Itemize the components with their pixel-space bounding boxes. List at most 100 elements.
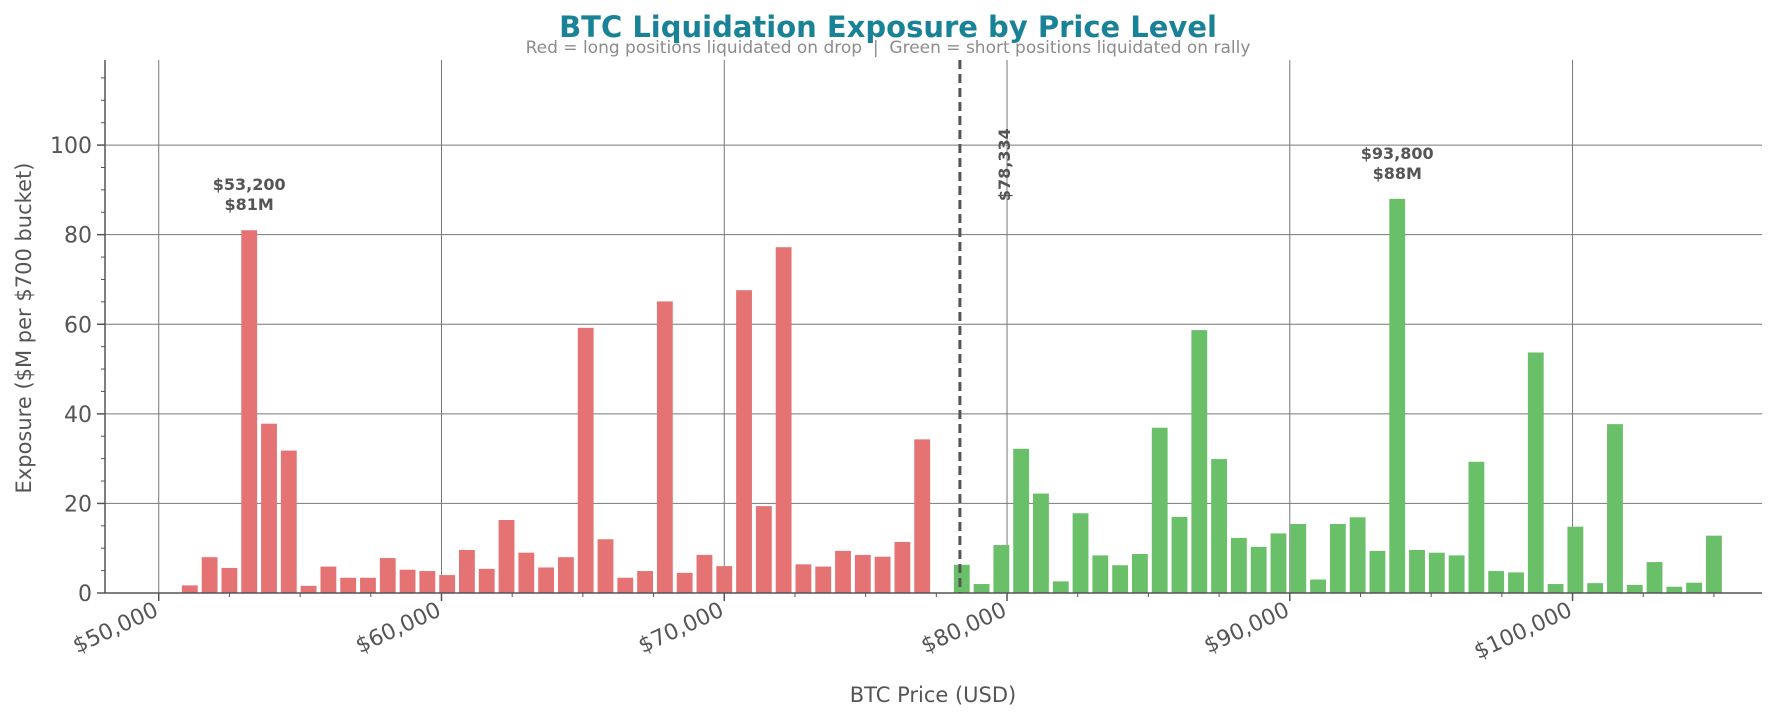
x-tick-label: $100,000 [1470,598,1576,665]
short-bar [1270,533,1287,593]
y-tick-label: 60 [64,313,92,338]
short-bar [953,564,970,593]
short-bar [1349,517,1366,593]
y-tick-label: 100 [50,134,92,159]
long-bar [736,290,752,593]
long-bar [577,327,594,593]
short-bar [1706,535,1722,593]
long-bar [894,541,911,593]
long-bar [201,557,218,593]
short-bar [1527,352,1544,593]
long-bar [637,571,653,593]
long-bar [439,575,456,593]
long-bar [854,554,871,593]
long-bar [538,567,555,593]
long-bar [320,566,337,593]
short-bar [1547,584,1564,593]
peak-annotation-price: $93,800 [1361,144,1434,163]
long-bar [379,558,396,593]
long-bar [498,519,515,593]
short-bar [1112,565,1129,593]
short-bar [1448,555,1465,593]
short-bar [1488,571,1505,593]
long-bar [755,506,772,593]
short-bar [993,545,1010,593]
y-axis-label: Exposure ($M per $700 bucket) [12,163,36,494]
short-bar [1132,554,1148,593]
short-bar [1389,198,1406,593]
short-bar [1052,581,1069,593]
long-bar [261,423,277,593]
short-bar [1468,461,1485,593]
y-tick-label: 0 [78,582,92,607]
short-bar [1409,550,1425,593]
long-bar [340,577,357,593]
short-bar [1250,546,1267,593]
x-axis-label: BTC Price (USD) [850,683,1017,707]
short-bar [1211,459,1227,593]
short-bar [1607,424,1623,593]
long-bar [696,554,713,593]
x-tick-label: $60,000 [352,598,445,659]
long-bar [835,550,851,593]
y-tick-label: 80 [64,224,92,249]
long-bar [775,247,792,593]
y-tick-label: 40 [64,403,92,428]
long-bar [518,552,535,593]
peak-annotation-value: $81M [225,195,274,214]
short-bar [973,584,990,593]
long-bar [419,571,436,593]
long-bar [181,585,198,593]
short-bar [1587,583,1604,593]
long-bar [459,550,475,593]
short-bar [1013,448,1030,593]
short-bar [1290,524,1307,593]
short-bar [1567,526,1584,593]
chart-subtitle: Red = long positions liquidated on drop … [526,38,1251,58]
short-bar [1369,550,1386,593]
short-bar [1646,562,1663,593]
short-bar [1191,330,1208,593]
long-bar [360,577,376,593]
short-bar [1626,584,1643,593]
peak-annotation-value: $88M [1373,164,1422,183]
long-bar [617,577,634,593]
long-bar [280,450,297,593]
grid-lines [105,60,1762,593]
short-bar [1666,586,1683,593]
short-bar [1686,582,1703,593]
short-bar [1230,537,1247,593]
short-bar [1171,516,1188,593]
x-tick-label: $80,000 [918,598,1011,659]
chart-title: BTC Liquidation Exposure by Price Level [559,10,1217,44]
long-bar [241,230,258,593]
long-bar [795,564,812,593]
x-tick-label: $90,000 [1200,598,1293,659]
current-price-label: $78,334 [995,128,1014,201]
long-bar [716,566,733,593]
long-bar [676,572,693,593]
short-bar [1092,555,1109,593]
short-bar [1310,579,1326,593]
long-bar [557,557,574,593]
peak-annotation-price: $53,200 [213,175,286,194]
y-tick-label: 20 [64,492,92,517]
short-bar [1033,493,1049,593]
short-bar [1151,427,1168,593]
short-bar [1508,572,1524,593]
long-bar [874,556,891,593]
x-tick-label: $70,000 [635,598,728,659]
long-bar [399,569,416,593]
long-bar [597,539,614,593]
long-bar [478,568,495,593]
short-bar [1072,513,1089,593]
long-bar [656,301,673,593]
long-bar [815,566,832,593]
short-bar [1329,524,1346,593]
bars [181,198,1722,593]
current-price-marker: $78,334 [958,60,1014,593]
peak-annotations: $53,200$81M $93,800$88M [213,144,1434,214]
long-bar [221,567,238,593]
short-bar [1428,552,1445,593]
